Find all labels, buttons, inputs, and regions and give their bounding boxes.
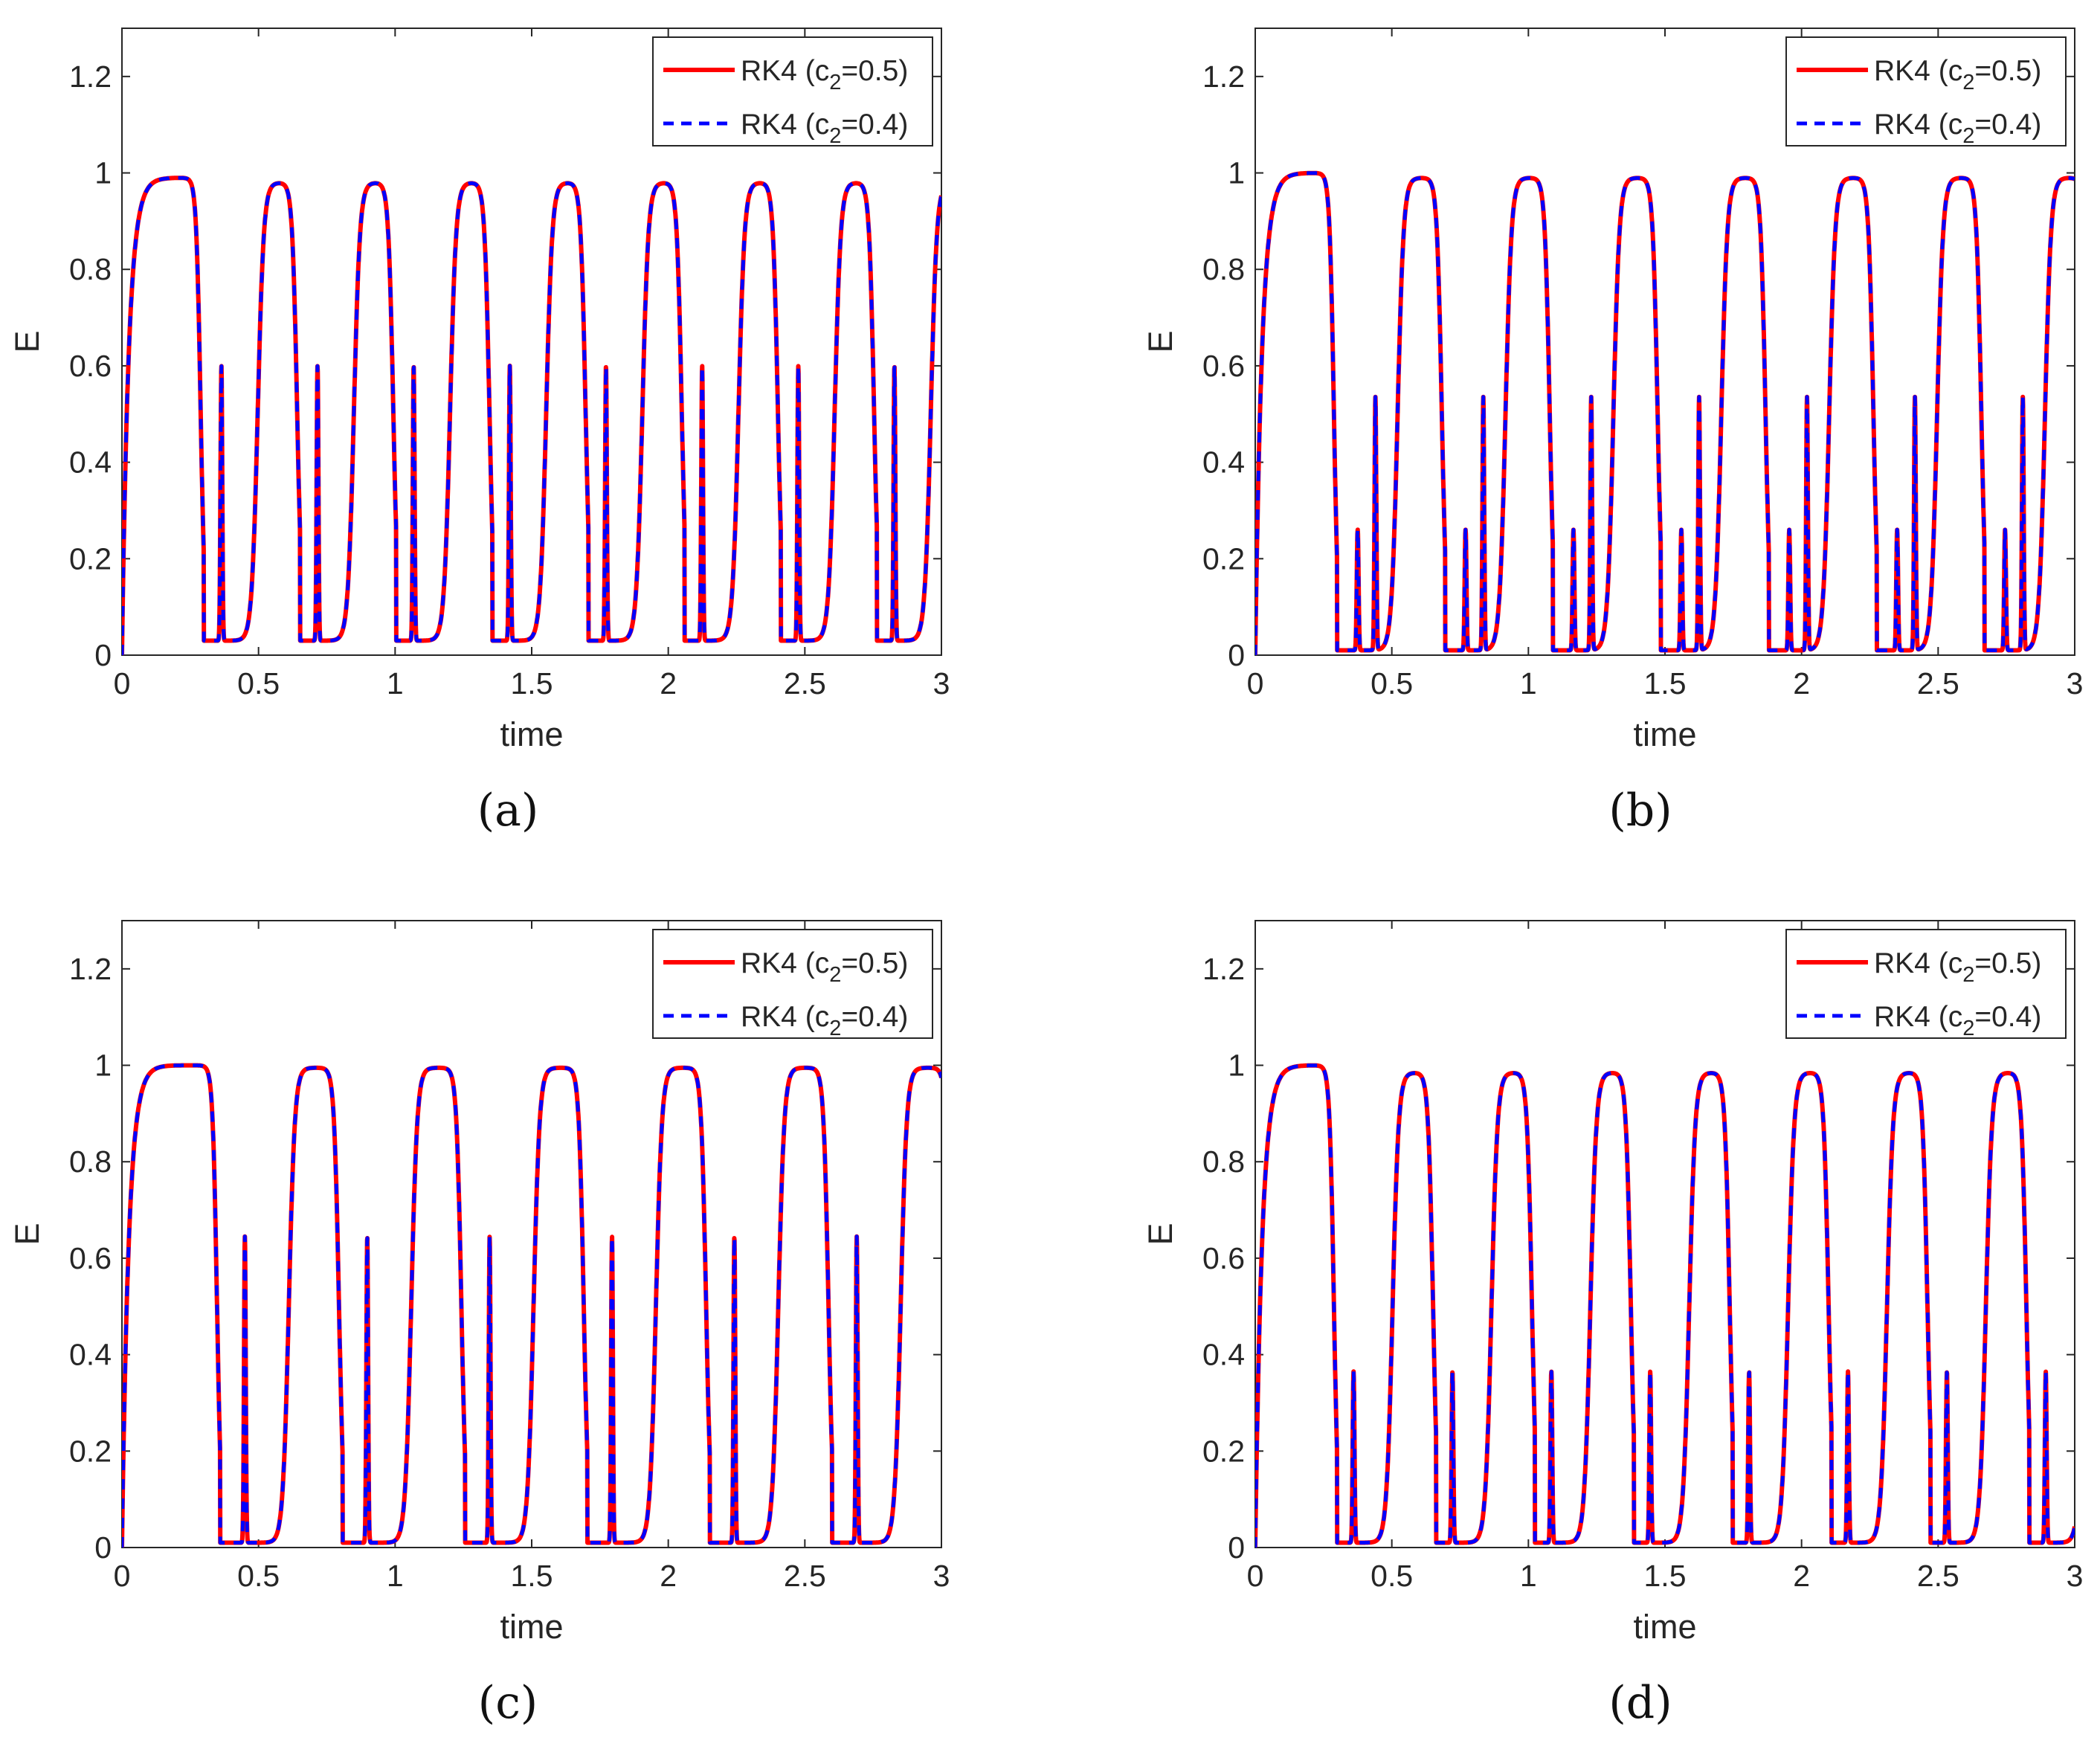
y-tick-label: 1.2 (1202, 59, 1245, 94)
x-tick-label: 2 (660, 1559, 677, 1593)
x-tick-label: 2.5 (784, 1559, 826, 1593)
panel-caption: (d) (1608, 1677, 1672, 1729)
y-tick-label: 0.6 (69, 349, 112, 383)
legend: RK4 (c2=0.5) RK4 (c2=0.4) (1785, 36, 2067, 148)
y-tick-label: 1.2 (69, 59, 112, 94)
y-tick-label: 0.2 (1202, 1434, 1245, 1468)
x-tick-label: 3 (933, 666, 950, 701)
y-tick-label: 0 (94, 638, 112, 672)
legend-box (1785, 929, 2067, 1039)
legend-label-1: RK4 (c2=0.4) (741, 109, 908, 148)
panel-caption: (c) (478, 1677, 538, 1729)
y-tick-label: 0.6 (1202, 1241, 1245, 1275)
y-tick-label: 0.8 (69, 1144, 112, 1179)
x-tick-label: 0.5 (1371, 666, 1413, 701)
legend-label-1: RK4 (c2=0.4) (741, 1001, 908, 1040)
panel-caption: (b) (1608, 785, 1672, 837)
legend-box (652, 929, 933, 1039)
x-tick-label: 0 (114, 666, 131, 701)
legend-label-0: RK4 (c2=0.5) (1874, 947, 2041, 987)
legend: RK4 (c2=0.5) RK4 (c2=0.4) (1785, 929, 2067, 1040)
y-tick-label: 0.4 (1202, 445, 1245, 480)
y-tick-label: 1 (1228, 1049, 1245, 1083)
y-tick-label: 1 (1228, 156, 1245, 190)
y-tick-label: 0.8 (1202, 1144, 1245, 1179)
x-tick-label: 0.5 (1371, 1559, 1413, 1593)
legend-label-0: RK4 (c2=0.5) (741, 55, 908, 94)
x-tick-label: 3 (2067, 666, 2084, 701)
x-tick-label: 3 (2067, 1559, 2084, 1593)
x-tick-label: 3 (933, 1559, 950, 1593)
x-tick-label: 1.5 (1644, 1559, 1687, 1593)
legend-label-1: RK4 (c2=0.4) (1874, 109, 2041, 148)
x-axis-label: time (1633, 715, 1696, 753)
legend-label-1: RK4 (c2=0.4) (1874, 1001, 2041, 1040)
x-tick-label: 2.5 (784, 666, 826, 701)
y-tick-label: 0.2 (69, 1434, 112, 1468)
x-tick-label: 2 (660, 666, 677, 701)
x-axis-label: time (500, 715, 563, 753)
x-tick-label: 1.5 (1644, 666, 1687, 701)
x-axis-label: time (500, 1608, 563, 1646)
x-tick-label: 1 (387, 666, 404, 701)
x-tick-label: 0.5 (237, 666, 280, 701)
y-tick-label: 1 (94, 1049, 112, 1083)
x-tick-label: 2.5 (1917, 666, 1959, 701)
x-tick-label: 1.5 (511, 666, 553, 701)
series-line-c2-0.4 (1255, 1063, 2075, 1548)
y-tick-label: 0 (1228, 1530, 1245, 1565)
y-tick-label: 1.2 (1202, 952, 1245, 986)
y-tick-label: 1 (94, 156, 112, 190)
panel-d: 0 0.5 1 1.5 2 2.5 3 0 0.2 0.4 0.6 0.8 1 1.2 time E RK4 (… (1141, 920, 2084, 1729)
panel-b: 0 0.5 1 1.5 2 2.5 3 0 0.2 0.4 0.6 0.8 1 1.2 time E RK4 (… (1141, 28, 2083, 837)
x-tick-label: 2 (1793, 1559, 1810, 1593)
legend-label-0: RK4 (c2=0.5) (741, 947, 908, 987)
y-axis-label: E (1141, 1223, 1179, 1245)
y-tick-label: 0.4 (69, 445, 112, 480)
x-tick-label: 0.5 (237, 1559, 280, 1593)
y-tick-label: 0.8 (69, 252, 112, 286)
y-tick-label: 0.2 (1202, 541, 1245, 576)
y-tick-label: 0 (1228, 638, 1245, 672)
y-tick-label: 0.6 (69, 1241, 112, 1275)
x-tick-label: 0 (1247, 666, 1264, 701)
x-axis-label: time (1633, 1608, 1696, 1646)
series-group (122, 176, 941, 655)
y-axis-label: E (8, 330, 46, 352)
legend: RK4 (c2=0.5) RK4 (c2=0.4) (652, 929, 933, 1040)
series-line-c2-0.4 (122, 176, 941, 655)
legend-box (652, 36, 933, 146)
x-tick-label: 2.5 (1917, 1559, 1959, 1593)
panel-caption: (a) (477, 785, 539, 837)
y-axis-label: E (1141, 330, 1179, 352)
series-line-c2-0.4 (122, 1063, 941, 1548)
y-tick-label: 0.2 (69, 541, 112, 576)
legend-label-0: RK4 (c2=0.5) (1874, 55, 2041, 94)
x-tick-label: 1 (1520, 666, 1537, 701)
x-tick-label: 2 (1793, 666, 1810, 701)
x-tick-label: 0 (114, 1559, 131, 1593)
series-line-c2-0.4 (1255, 171, 2075, 655)
x-tick-label: 1 (1520, 1559, 1537, 1593)
series-group (122, 1063, 941, 1548)
x-tick-label: 1.5 (511, 1559, 553, 1593)
legend: RK4 (c2=0.5) RK4 (c2=0.4) (652, 36, 933, 148)
panel-c: 0 0.5 1 1.5 2 2.5 3 0 0.2 0.4 0.6 0.8 1 1.2 time E RK4 (… (8, 920, 950, 1729)
panel-a: 0 0.5 1 1.5 2 2.5 3 0 0.2 0.4 0.6 0.8 1 1.2 time E RK4 (… (8, 28, 950, 837)
y-tick-label: 0 (94, 1530, 112, 1565)
x-tick-label: 1 (387, 1559, 404, 1593)
y-tick-label: 0.8 (1202, 252, 1245, 286)
x-tick-label: 0 (1247, 1559, 1264, 1593)
y-tick-label: 0.4 (69, 1338, 112, 1372)
y-tick-label: 1.2 (69, 952, 112, 986)
series-group (1255, 1063, 2075, 1548)
y-tick-label: 0.6 (1202, 349, 1245, 383)
legend-box (1785, 36, 2067, 146)
y-axis-label: E (8, 1223, 46, 1245)
y-tick-label: 0.4 (1202, 1338, 1245, 1372)
series-group (1255, 170, 2075, 655)
